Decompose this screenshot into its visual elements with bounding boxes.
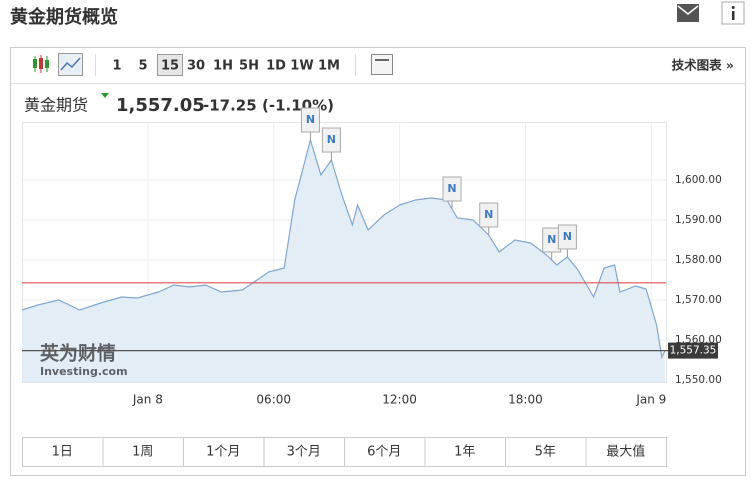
news-marker-label: N <box>484 208 493 221</box>
info-icon-dot <box>731 6 735 9</box>
news-marker[interactable] <box>479 202 499 228</box>
candle-icon[interactable] <box>33 55 49 73</box>
y-tick-label: 1,570.00 <box>675 294 722 306</box>
current-price-box <box>668 342 718 359</box>
interval-button[interactable]: 1H <box>213 59 233 74</box>
interval-button[interactable]: 1W <box>290 59 313 74</box>
down-arrow <box>101 93 109 98</box>
range-button[interactable]: 1个月 <box>206 445 240 460</box>
range-button[interactable]: 1日 <box>52 445 73 460</box>
line-icon[interactable] <box>58 53 83 76</box>
mail-icon[interactable] <box>677 4 699 22</box>
y-tick-label: 1,560.00 <box>675 334 722 346</box>
range-button[interactable]: 最大值 <box>606 444 645 460</box>
plot-border <box>22 122 667 383</box>
range-button[interactable]: 3个月 <box>287 445 321 460</box>
y-tick-label: 1,550.00 <box>675 374 722 386</box>
news-marker[interactable] <box>321 127 341 153</box>
interval-button[interactable]: 5H <box>239 59 259 74</box>
news-marker-label: N <box>447 182 456 195</box>
title: 黄金期货概览 <box>10 6 118 28</box>
current-price-label: 1,557.35 <box>670 345 717 357</box>
quote-price: 1,557.05 <box>116 95 205 116</box>
news-marker-label: N <box>327 133 336 146</box>
y-tick-label: 1,600.00 <box>675 174 722 186</box>
range-button[interactable]: 1年 <box>454 445 475 460</box>
x-tick-label: 06:00 <box>256 393 291 407</box>
doc-icon[interactable] <box>371 54 393 75</box>
interval-button[interactable]: 15 <box>161 59 179 74</box>
x-tick-label: 12:00 <box>382 393 417 407</box>
interval-selected <box>157 54 183 76</box>
info-icon-bar <box>732 11 735 20</box>
area <box>22 140 665 382</box>
interval-button[interactable]: 30 <box>187 59 205 74</box>
quote-change: -17.25 <box>203 97 257 115</box>
news-marker[interactable] <box>557 224 577 250</box>
quote-name: 黄金期货 <box>24 96 88 115</box>
news-marker[interactable] <box>300 107 320 133</box>
interval-button[interactable]: 1 <box>112 59 121 74</box>
news-marker-label: N <box>547 233 556 246</box>
mail-icon-flap <box>677 5 699 15</box>
range-button[interactable]: 5年 <box>535 445 556 460</box>
quote-change-percent: (-1.10%) <box>262 97 334 115</box>
watermark: 英为财情 <box>40 342 116 365</box>
news-marker-label: N <box>563 230 572 243</box>
interval-button[interactable]: 1M <box>318 59 340 74</box>
news-marker[interactable] <box>442 176 462 202</box>
y-tick-label: 1,590.00 <box>675 214 722 226</box>
interval-button[interactable]: 5 <box>138 59 147 74</box>
line-icon-glyph <box>60 57 81 71</box>
technical-chart-link[interactable]: 技术图表 » <box>672 58 734 73</box>
x-tick-label: 18:00 <box>508 393 543 407</box>
interval-button[interactable]: 1D <box>266 59 286 74</box>
y-tick-label: 1,580.00 <box>675 254 722 266</box>
watermark: Investing.com <box>40 365 128 378</box>
x-tick-label: Jan 9 <box>635 393 666 407</box>
range-button[interactable]: 1周 <box>132 445 153 460</box>
x-tick-label: Jan 8 <box>132 393 163 407</box>
price-line <box>21 137 666 359</box>
range-button[interactable]: 6个月 <box>367 445 401 460</box>
news-marker-label: N <box>306 113 315 126</box>
